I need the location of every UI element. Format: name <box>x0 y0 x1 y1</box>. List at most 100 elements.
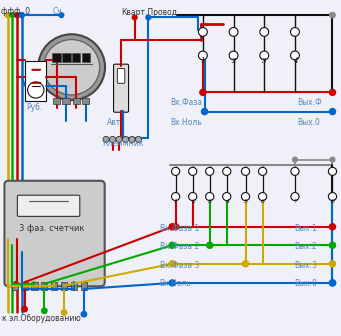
Text: 4: 4 <box>293 57 297 66</box>
Circle shape <box>198 51 207 60</box>
FancyBboxPatch shape <box>73 98 80 104</box>
Circle shape <box>329 242 336 248</box>
Circle shape <box>42 308 47 313</box>
Circle shape <box>38 34 105 100</box>
FancyBboxPatch shape <box>21 282 28 290</box>
Circle shape <box>223 193 231 201</box>
Circle shape <box>135 136 142 142</box>
Circle shape <box>169 242 175 248</box>
Circle shape <box>260 51 269 60</box>
Circle shape <box>329 89 336 95</box>
Circle shape <box>173 224 179 230</box>
Text: Авт.: Авт. <box>107 118 124 127</box>
Text: Вх.Ноль: Вх.Ноль <box>170 118 202 127</box>
Circle shape <box>291 167 299 175</box>
Text: Вх.Ноль: Вх.Ноль <box>160 280 191 288</box>
Circle shape <box>329 280 336 286</box>
Text: 7: 7 <box>293 199 297 204</box>
FancyBboxPatch shape <box>61 282 67 290</box>
Circle shape <box>189 167 197 175</box>
FancyBboxPatch shape <box>117 69 125 83</box>
Circle shape <box>241 167 250 175</box>
Circle shape <box>329 224 336 230</box>
Text: Вых.0: Вых.0 <box>297 118 320 127</box>
Text: 8: 8 <box>330 199 335 204</box>
Circle shape <box>229 51 238 60</box>
Circle shape <box>260 28 269 36</box>
Text: Вх.Фаза 2: Вх.Фаза 2 <box>160 243 199 251</box>
FancyBboxPatch shape <box>82 98 89 104</box>
Circle shape <box>330 12 335 18</box>
Circle shape <box>172 193 180 201</box>
Text: 3: 3 <box>208 199 212 204</box>
Circle shape <box>61 310 67 315</box>
FancyBboxPatch shape <box>62 98 70 104</box>
Text: Вх.Фаза 1: Вх.Фаза 1 <box>160 224 199 233</box>
Circle shape <box>169 261 175 267</box>
Text: 1: 1 <box>174 199 178 204</box>
Circle shape <box>10 13 15 17</box>
Text: 3: 3 <box>262 57 267 66</box>
Circle shape <box>258 193 267 201</box>
FancyBboxPatch shape <box>4 181 105 286</box>
Circle shape <box>206 167 214 175</box>
FancyBboxPatch shape <box>72 53 80 62</box>
Circle shape <box>293 157 297 162</box>
Text: к эл.Оборудованию: к эл.Оборудованию <box>2 314 80 323</box>
Circle shape <box>103 136 109 142</box>
Text: 1: 1 <box>201 57 205 66</box>
FancyBboxPatch shape <box>51 282 57 290</box>
FancyBboxPatch shape <box>53 98 60 104</box>
Circle shape <box>146 15 151 20</box>
FancyBboxPatch shape <box>52 53 61 62</box>
Text: Вых.1: Вых.1 <box>294 224 317 233</box>
Text: Клеммник: Клеммник <box>102 139 144 148</box>
FancyBboxPatch shape <box>31 282 38 290</box>
Circle shape <box>328 193 337 201</box>
Text: Руб.: Руб. <box>27 103 43 112</box>
Text: ффф  0: ффф 0 <box>1 7 30 16</box>
Circle shape <box>169 280 175 286</box>
Circle shape <box>122 136 129 142</box>
Circle shape <box>223 167 231 175</box>
Circle shape <box>207 242 213 248</box>
Circle shape <box>206 193 214 201</box>
Circle shape <box>15 13 19 17</box>
Text: Вых.3: Вых.3 <box>294 261 317 270</box>
Text: 4: 4 <box>225 199 229 204</box>
Circle shape <box>242 261 249 267</box>
Circle shape <box>330 157 335 162</box>
Circle shape <box>229 28 238 36</box>
Circle shape <box>329 109 336 115</box>
Circle shape <box>28 82 44 98</box>
Circle shape <box>19 13 24 17</box>
Circle shape <box>189 193 197 201</box>
Circle shape <box>329 261 336 267</box>
Circle shape <box>169 224 175 230</box>
Circle shape <box>291 51 299 60</box>
Circle shape <box>59 13 64 17</box>
Circle shape <box>202 109 208 115</box>
Text: Вых.Ф: Вых.Ф <box>297 98 322 107</box>
Circle shape <box>81 311 87 317</box>
FancyBboxPatch shape <box>25 61 46 101</box>
FancyBboxPatch shape <box>114 64 129 112</box>
Circle shape <box>329 280 336 286</box>
FancyBboxPatch shape <box>82 53 90 62</box>
FancyBboxPatch shape <box>17 195 80 216</box>
FancyBboxPatch shape <box>81 282 87 290</box>
Circle shape <box>241 193 250 201</box>
Text: Вх.Фаза 3: Вх.Фаза 3 <box>160 261 199 270</box>
Circle shape <box>132 15 137 20</box>
FancyBboxPatch shape <box>41 282 47 290</box>
Circle shape <box>200 89 206 95</box>
FancyBboxPatch shape <box>12 282 18 290</box>
Circle shape <box>258 167 267 175</box>
Text: 5: 5 <box>243 199 248 204</box>
Circle shape <box>5 13 10 17</box>
Circle shape <box>172 167 180 175</box>
Text: Вх.Фаза: Вх.Фаза <box>170 98 202 107</box>
Text: Вых.0: Вых.0 <box>294 280 317 288</box>
Circle shape <box>129 136 135 142</box>
Circle shape <box>22 306 27 312</box>
